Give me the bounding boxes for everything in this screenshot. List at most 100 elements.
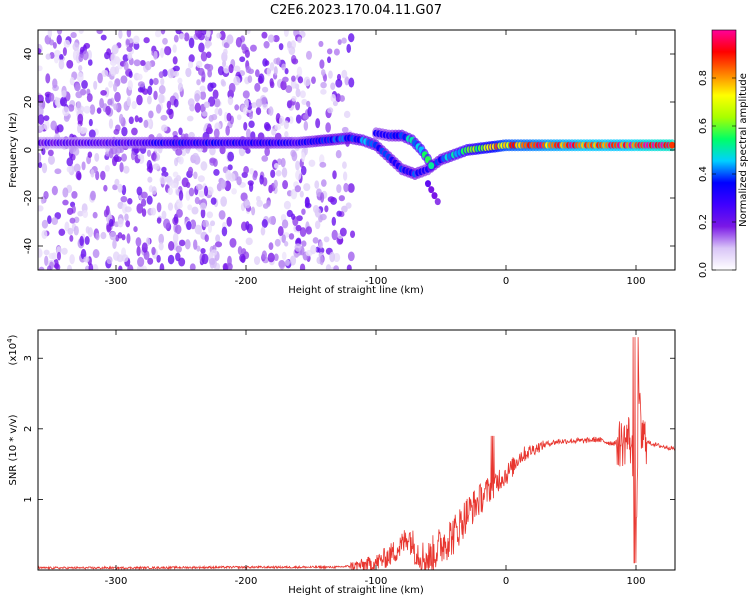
noise-blob [188,187,195,197]
noise-blob [186,181,191,188]
y-tick-label: 2 [23,426,34,432]
noise-blob [273,66,278,76]
noise-blob [66,264,73,270]
noise-blob [339,227,347,237]
noise-blob [220,78,225,86]
noise-blob [345,202,352,209]
noise-blob [299,190,304,198]
x-tick-label: -300 [105,276,128,287]
noise-blob [126,30,132,38]
noise-blob [146,195,153,205]
noise-blob [283,120,289,130]
noise-blob [295,88,301,98]
noise-blob [160,77,165,86]
noise-blob [300,165,307,176]
noise-blob [188,37,195,49]
noise-blob [299,263,306,270]
noise-blob [284,259,290,266]
snr-x-axis-label: Height of straight line (km) [288,585,424,596]
noise-blob [331,229,338,241]
noise-blob [161,166,167,173]
noise-blob [144,61,152,71]
noise-blob [201,111,208,117]
noise-blob [143,250,150,260]
noise-blob [140,198,147,207]
spectrogram-x-axis-label: Height of straight line (km) [288,285,424,296]
noise-blob [142,265,147,270]
noise-blob [325,264,332,270]
noise-blob [274,124,282,131]
noise-blob [174,224,182,235]
noise-blob [120,75,128,84]
noise-blob [147,176,153,183]
noise-blob [299,227,307,237]
noise-blob [214,241,223,248]
noise-blob [153,90,158,101]
colorbar-tick-label: 0.2 [698,214,709,230]
y-tick-label: 20 [23,96,34,109]
x-tick-label: 100 [626,576,645,587]
noise-blob [329,251,336,263]
y-tick-label: -20 [23,190,34,206]
noise-blob [283,200,291,210]
noise-blob [310,244,317,255]
noise-blob [168,241,175,251]
noise-blob [273,179,278,189]
noise-blob [75,170,82,180]
noise-blob [280,80,287,91]
noise-blob [335,78,343,88]
noise-blob [59,54,64,60]
noise-blob [56,124,64,133]
noise-blob [117,183,123,193]
noise-blob [148,110,154,119]
noise-blob [46,265,52,270]
noise-blob [99,98,104,109]
noise-blob [244,200,251,209]
noise-blob [206,63,214,72]
noise-blob [296,66,303,77]
noise-blob [113,82,118,93]
noise-blob [305,50,313,60]
noise-blob [156,202,162,213]
noise-blob [137,81,145,88]
noise-blob [43,190,49,200]
noise-blob [268,216,276,225]
noise-blob [193,239,198,250]
noise-blob [119,162,124,173]
noise-blob [167,187,173,196]
noise-blob [226,216,232,227]
noise-blob [147,257,154,265]
noise-blob [227,164,233,171]
noise-blob [166,100,172,110]
noise-blob [297,36,302,44]
noise-blob [172,65,180,72]
noise-blob [272,34,280,43]
noise-blob [47,149,54,157]
noise-blob [136,186,143,196]
noise-blob [167,254,175,265]
noise-blob [107,98,113,106]
noise-blob [266,200,271,208]
noise-blob [113,128,120,135]
noise-blob [109,66,117,77]
noise-blob [199,90,207,100]
x-tick-label: -200 [235,276,258,287]
noise-blob [185,67,192,78]
noise-blob [77,124,82,134]
noise-blob [261,219,268,228]
noise-blob [89,104,96,115]
noise-blob [114,178,120,186]
noise-blob [302,114,309,120]
noise-blob [203,185,209,197]
noise-blob [167,202,174,211]
noise-blob [261,155,269,162]
noise-blob [286,41,292,49]
noise-blob [294,185,302,193]
noise-blob [146,159,152,170]
noise-blob [124,206,132,213]
noise-blob [133,59,141,67]
noise-blob [328,70,333,79]
noise-blob [143,119,149,128]
noise-blob [347,183,355,193]
